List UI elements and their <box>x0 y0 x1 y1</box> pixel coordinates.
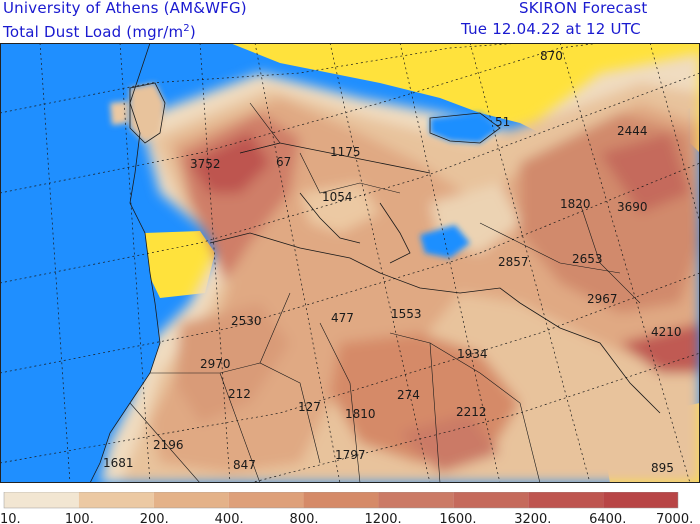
legend-swatch <box>378 492 454 508</box>
map-value-label: 3690 <box>617 200 648 214</box>
map-value-labels: 870 51 2444 1175 3752 67 1054 1820 3690 2857 2653 2… <box>103 49 682 475</box>
institution-title: University of Athens (AM&WFG) <box>3 0 247 17</box>
legend-tick-label: 200. <box>140 512 169 524</box>
legend-swatch <box>528 492 604 508</box>
legend-tick-label: 400. <box>215 512 244 524</box>
map-value-label: 895 <box>651 461 674 475</box>
legend-tick-label: 100. <box>65 512 94 524</box>
map-value-label: 2857 <box>498 255 529 269</box>
map-value-label: 2653 <box>572 252 603 266</box>
map-value-label: 847 <box>233 458 256 472</box>
dust-field <box>100 53 700 483</box>
map-value-label: 2196 <box>153 438 184 452</box>
atlantic-coast <box>0 43 160 483</box>
product-title: Total Dust Load (mgr/m2) <box>3 23 196 41</box>
legend-tick-label: 7000. <box>656 512 693 524</box>
map-value-label: 1797 <box>335 448 366 462</box>
graticule <box>0 43 700 483</box>
map-value-label: 67 <box>276 155 291 169</box>
map-value-label: 212 <box>228 387 251 401</box>
forecast-title: SKIRON Forecast <box>519 0 648 17</box>
map-value-label: 2970 <box>200 357 231 371</box>
map-value-label: 2444 <box>617 124 648 138</box>
legend-swatch <box>603 492 678 508</box>
map-value-label: 1820 <box>560 197 591 211</box>
legend-swatch <box>228 492 304 508</box>
map-value-label: 870 <box>540 49 563 63</box>
map-value-label: 2967 <box>587 292 618 306</box>
map-value-label: 1054 <box>322 190 353 204</box>
legend-swatch <box>303 492 379 508</box>
map-value-label: 3752 <box>190 157 221 171</box>
inner-seas <box>420 113 500 258</box>
dust-load-map: 870 51 2444 1175 3752 67 1054 1820 3690 2857 2653 2… <box>0 43 700 483</box>
country-borders <box>129 102 641 483</box>
map-value-label: 51 <box>495 115 510 129</box>
legend-tick-label: 800. <box>290 512 319 524</box>
map-value-label: 1553 <box>391 307 422 321</box>
map-value-label: 127 <box>298 400 321 414</box>
color-legend: 10. 100. 200. 400. 800. 1200. 1600. 3200. 6400. 7… <box>0 492 693 524</box>
map-value-label: 1681 <box>103 456 134 470</box>
map-value-label: 4210 <box>651 325 682 339</box>
legend-tick-label: 3200. <box>514 512 551 524</box>
legend-tick-label: 10. <box>0 512 21 524</box>
forecast-datetime: Tue 12.04.22 at 12 UTC <box>461 20 641 38</box>
legend-tick-label: 1600. <box>439 512 476 524</box>
map-value-label: 1934 <box>457 347 488 361</box>
legend-tick-label: 6400. <box>589 512 626 524</box>
map-value-label: 1175 <box>330 145 361 159</box>
legend-swatch <box>153 492 229 508</box>
map-value-label: 2530 <box>231 314 262 328</box>
legend-tick-label: 1200. <box>364 512 401 524</box>
legend-swatch <box>78 492 154 508</box>
legend-swatch <box>4 492 79 508</box>
map-value-label: 2212 <box>456 405 487 419</box>
map-value-label: 274 <box>397 388 420 402</box>
coastlines <box>89 43 661 483</box>
map-value-label: 1810 <box>345 407 376 421</box>
legend-swatch <box>453 492 529 508</box>
map-value-label: 477 <box>331 311 354 325</box>
